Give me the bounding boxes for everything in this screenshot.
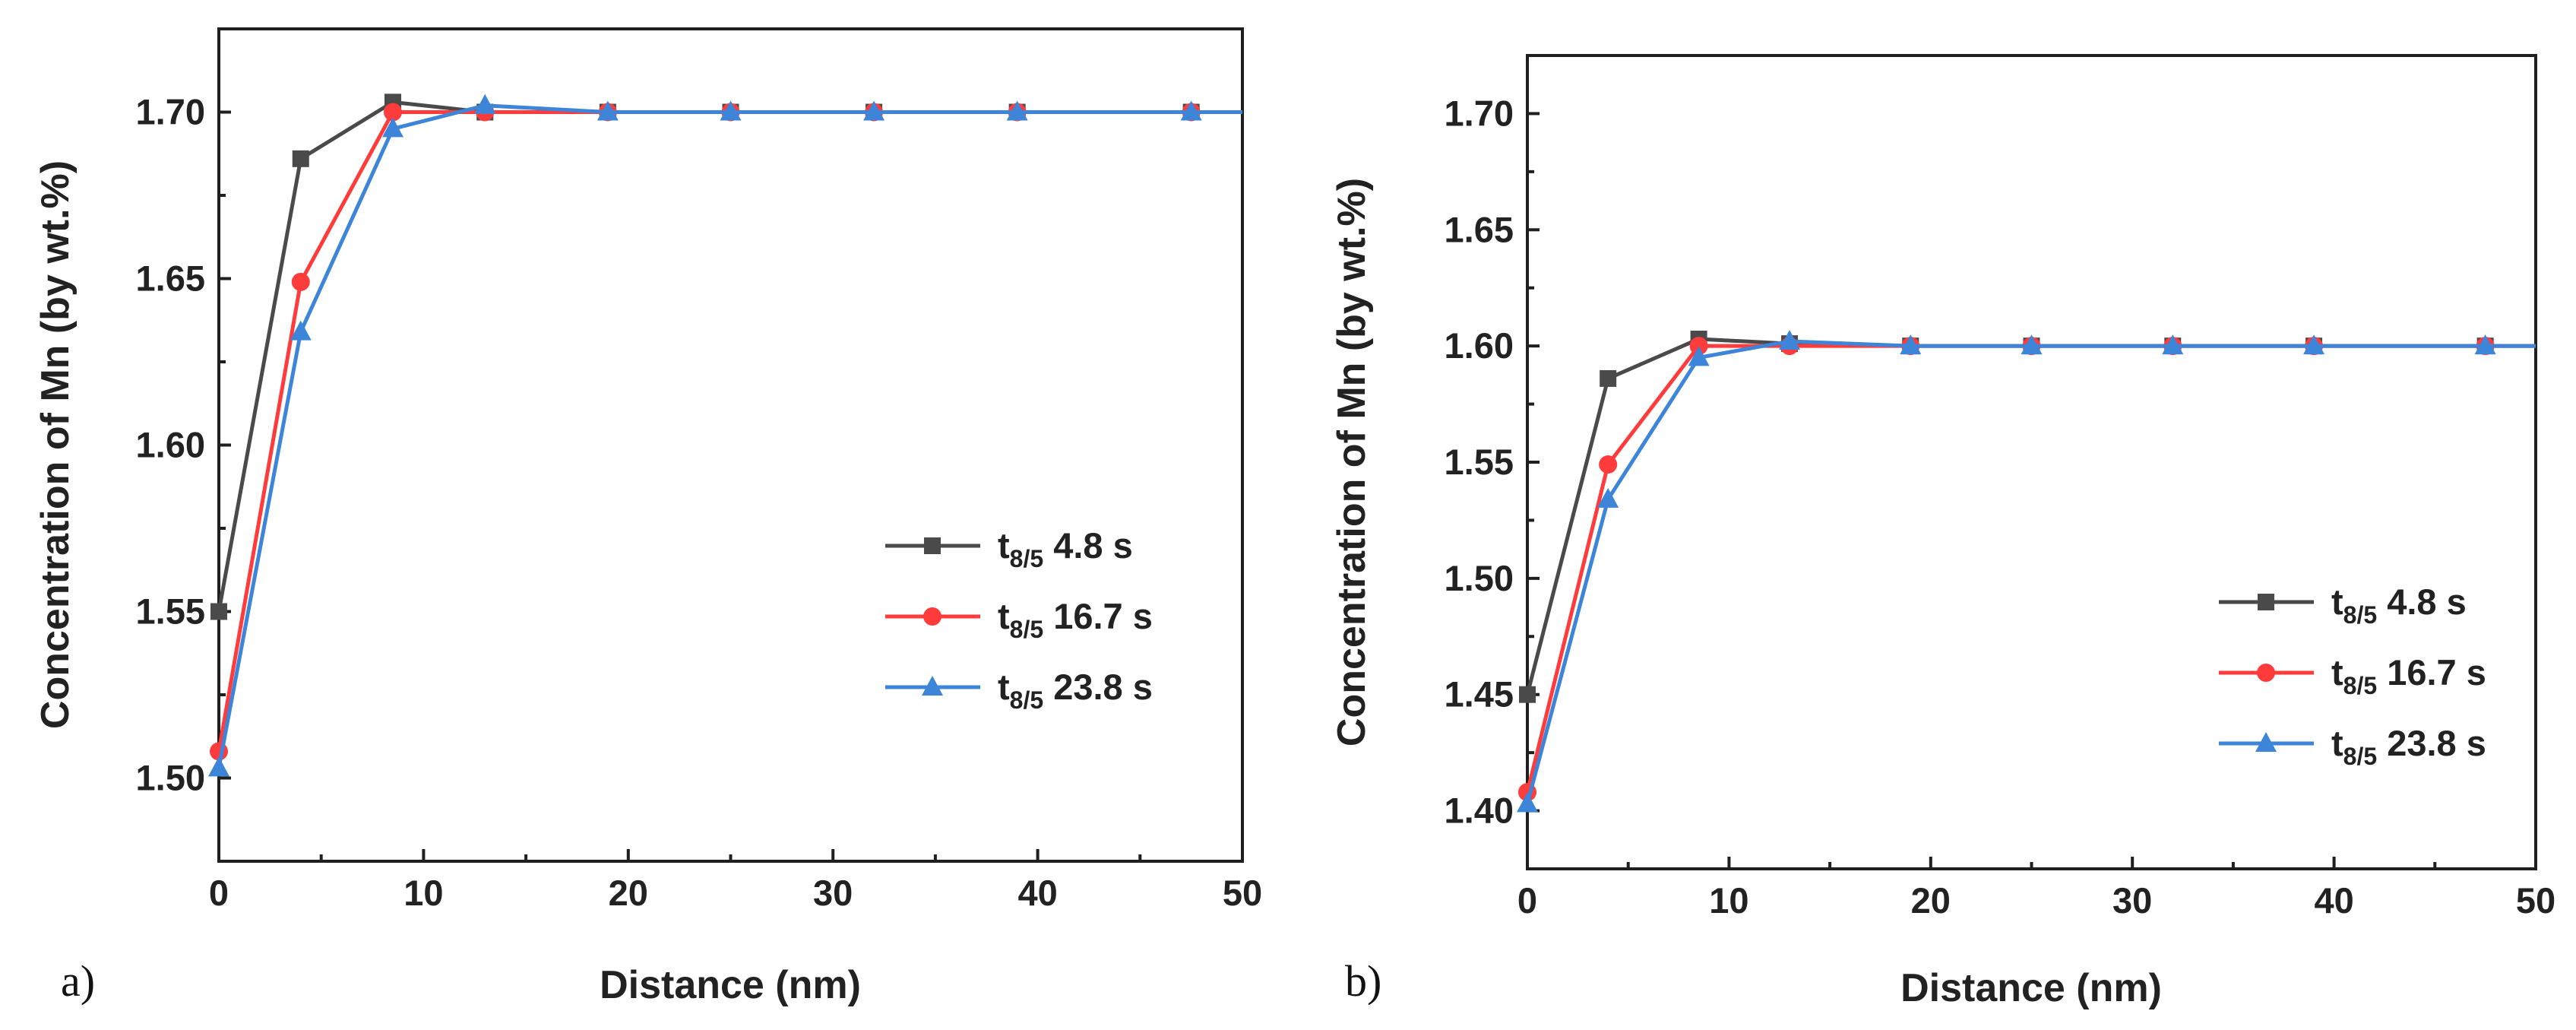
series-line <box>217 103 1242 769</box>
x-tick-label: 30 <box>813 873 853 913</box>
x-tick-label: 30 <box>2112 880 2152 921</box>
y-axis-title: Concentration of Mn (by wt.%) <box>33 160 78 729</box>
data-point <box>2303 334 2325 355</box>
data-point <box>1779 330 1801 350</box>
data-point <box>381 117 403 138</box>
y-tick-label: 1.65 <box>1445 209 1514 249</box>
x-tick-label: 40 <box>2314 880 2353 921</box>
y-tick-label: 1.45 <box>1445 674 1514 715</box>
data-point <box>1519 686 1536 703</box>
data-point <box>863 100 885 121</box>
series-triangle-3 <box>208 93 1242 777</box>
legend: t8/5 4.8 s t8/5 16.7 s t8/5 23.8 s <box>2219 582 2486 770</box>
panel-a-chart: 0 10 20 30 40 50 1.50 1.55 1.60 1.65 1.70 Distance … <box>33 27 1262 1007</box>
legend-marker <box>2258 594 2274 610</box>
data-point <box>1006 100 1028 121</box>
x-tick-label: 20 <box>1911 880 1951 921</box>
data-point <box>1599 455 1618 474</box>
legend-marker <box>922 676 943 696</box>
x-axis-title: Distance (nm) <box>600 963 861 1007</box>
x-axis-title: Distance (nm) <box>1900 966 2162 1010</box>
y-tick-label: 1.70 <box>1445 93 1514 133</box>
x-tick-label: 40 <box>1017 873 1057 913</box>
x-tick-label: 10 <box>403 873 443 913</box>
legend-label: t8/5 23.8 s <box>998 667 1153 714</box>
legend-marker <box>2255 732 2277 752</box>
legend-label: t8/5 16.7 s <box>2331 652 2486 699</box>
panel-label: b) <box>1345 956 1381 1006</box>
legend-label: t8/5 23.8 s <box>2331 723 2486 770</box>
data-point <box>291 272 310 291</box>
x-tick-label: 50 <box>2516 880 2555 921</box>
x-tick-label: 20 <box>609 873 648 913</box>
data-point <box>1180 100 1202 121</box>
x-tick-label: 0 <box>1517 880 1537 921</box>
data-point <box>1600 369 1617 387</box>
legend: t8/5 4.8 s t8/5 16.7 s t8/5 23.8 s <box>885 525 1153 714</box>
y-tick-label: 1.40 <box>1445 791 1514 831</box>
data-point <box>383 103 402 122</box>
legend-marker <box>924 537 941 554</box>
data-point <box>1517 792 1538 813</box>
panel-label: a) <box>61 956 95 1006</box>
series-square-1 <box>1519 330 2536 703</box>
legend-label: t8/5 4.8 s <box>998 525 1133 572</box>
x-tick-label: 50 <box>1223 873 1262 913</box>
data-point <box>1688 346 1710 366</box>
y-tick-label: 1.50 <box>136 758 205 798</box>
x-tick-label: 0 <box>209 873 229 913</box>
y-tick-label: 1.60 <box>136 425 205 465</box>
data-point <box>1597 487 1619 508</box>
data-point <box>2021 334 2043 355</box>
y-tick-label: 1.55 <box>136 591 205 632</box>
y-tick-label: 1.70 <box>136 92 205 132</box>
data-point <box>1900 334 1922 355</box>
data-point <box>2474 334 2496 355</box>
panel-b-chart: 0 10 20 30 40 50 1.40 1.45 1.50 1.55 1.60 1.65 1.70 D… <box>1330 54 2555 1010</box>
series-line <box>1525 339 2536 805</box>
data-point <box>597 100 619 121</box>
data-point <box>290 320 312 341</box>
data-point <box>720 100 742 121</box>
legend-label: t8/5 4.8 s <box>2331 582 2467 629</box>
legend-label: t8/5 16.7 s <box>998 596 1153 643</box>
data-point <box>474 93 496 114</box>
data-point <box>292 150 309 167</box>
series-line <box>217 110 1242 752</box>
data-point <box>2162 334 2184 355</box>
legend-marker <box>923 607 941 626</box>
y-tick-label: 1.60 <box>1445 325 1514 366</box>
legend-marker <box>2257 664 2275 682</box>
y-tick-label: 1.50 <box>1445 558 1514 598</box>
data-point <box>1689 337 1708 356</box>
y-axis-title: Concentration of Mn (by wt.%) <box>1330 178 1374 746</box>
data-point <box>208 756 229 777</box>
y-tick-label: 1.65 <box>136 258 205 299</box>
x-tick-label: 10 <box>1709 880 1748 921</box>
series-triangle-3 <box>1517 330 2536 813</box>
series-circle-2 <box>210 103 1242 761</box>
y-tick-label: 1.55 <box>1445 442 1514 482</box>
data-point <box>210 603 227 620</box>
